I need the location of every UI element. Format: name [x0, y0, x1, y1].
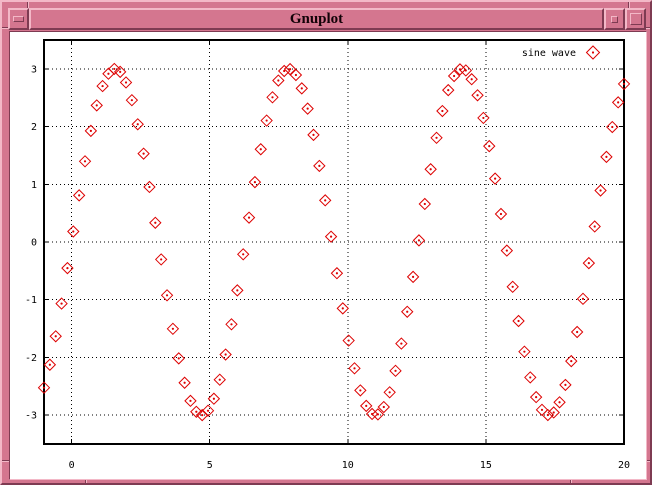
frame-notch: [628, 2, 629, 9]
window-menu-icon: [13, 16, 24, 22]
y-tick-label: -3: [25, 411, 37, 422]
frame-notch: [2, 27, 9, 28]
titlebar[interactable]: Gnuplot: [8, 8, 646, 30]
legend: sine wave: [522, 45, 601, 60]
legend-label: sine wave: [522, 48, 576, 59]
frame-notch: [643, 27, 650, 28]
frame-notch: [27, 2, 28, 9]
titlebar-title-area[interactable]: Gnuplot: [29, 8, 604, 30]
x-tick-label: 10: [342, 460, 354, 471]
x-tick-label: 5: [207, 460, 213, 471]
y-tick-label: 1: [31, 180, 37, 191]
y-tick-label: 3: [31, 64, 37, 75]
y-tick-label: 2: [31, 122, 37, 133]
y-tick-label: -2: [25, 353, 37, 364]
maximize-icon: [629, 13, 642, 25]
x-tick-label: 0: [69, 460, 75, 471]
window-title: Gnuplot: [289, 10, 344, 27]
plot-canvas[interactable]: 0 5 10 15 20 -3 -2 -1 0 1 2 3 sine wave: [10, 32, 646, 479]
window-menu-button[interactable]: [8, 8, 29, 30]
iconify-button[interactable]: [604, 8, 625, 30]
scatter-points: [37, 62, 631, 422]
y-tick-label: -1: [25, 295, 37, 306]
plot-border: [43, 39, 625, 445]
x-tick-label: 15: [480, 460, 492, 471]
y-tick-label: 0: [31, 238, 37, 249]
maximize-button[interactable]: [625, 8, 646, 30]
x-tick-label: 20: [618, 460, 630, 471]
frame-notch: [2, 460, 9, 461]
y-axis-tick-labels: -3 -2 -1 0 1 2 3: [25, 64, 37, 421]
iconify-icon: [611, 15, 618, 23]
plot-viewport: 0 5 10 15 20 -3 -2 -1 0 1 2 3 sine wave: [9, 31, 647, 480]
x-axis-tick-labels: 0 5 10 15 20: [69, 460, 630, 471]
